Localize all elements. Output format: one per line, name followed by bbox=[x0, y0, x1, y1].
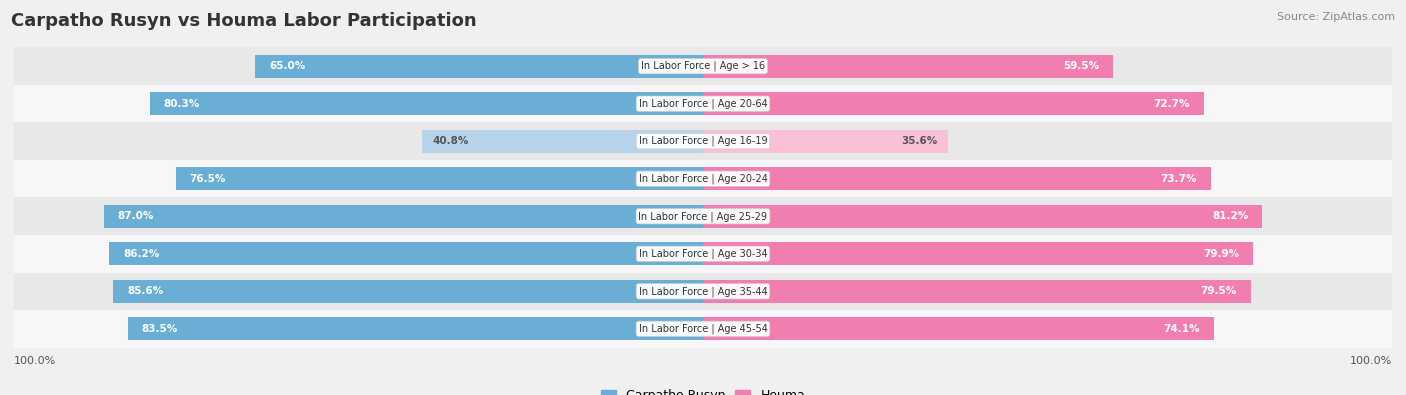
Text: 81.2%: 81.2% bbox=[1212, 211, 1249, 221]
Text: 40.8%: 40.8% bbox=[432, 136, 468, 146]
Text: In Labor Force | Age > 16: In Labor Force | Age > 16 bbox=[641, 61, 765, 71]
Text: 76.5%: 76.5% bbox=[190, 174, 226, 184]
Bar bbox=[254, 55, 703, 78]
Bar bbox=[104, 205, 703, 228]
Text: 80.3%: 80.3% bbox=[163, 99, 200, 109]
Text: 79.9%: 79.9% bbox=[1204, 249, 1240, 259]
Bar bbox=[14, 85, 1392, 122]
Bar bbox=[703, 130, 948, 153]
Bar bbox=[422, 130, 703, 153]
Bar bbox=[703, 280, 1251, 303]
Bar bbox=[703, 92, 1204, 115]
Text: 59.5%: 59.5% bbox=[1063, 61, 1099, 71]
Text: 87.0%: 87.0% bbox=[117, 211, 153, 221]
Text: 83.5%: 83.5% bbox=[142, 324, 177, 334]
Bar bbox=[703, 55, 1114, 78]
Text: In Labor Force | Age 45-54: In Labor Force | Age 45-54 bbox=[638, 324, 768, 334]
Bar bbox=[703, 242, 1254, 265]
Text: 72.7%: 72.7% bbox=[1153, 99, 1189, 109]
Text: Source: ZipAtlas.com: Source: ZipAtlas.com bbox=[1277, 12, 1395, 22]
Bar bbox=[110, 242, 703, 265]
Bar bbox=[14, 310, 1392, 348]
Text: In Labor Force | Age 20-64: In Labor Force | Age 20-64 bbox=[638, 98, 768, 109]
Text: 100.0%: 100.0% bbox=[14, 356, 56, 366]
Text: In Labor Force | Age 20-24: In Labor Force | Age 20-24 bbox=[638, 173, 768, 184]
Text: 86.2%: 86.2% bbox=[122, 249, 159, 259]
Bar bbox=[703, 205, 1263, 228]
Text: In Labor Force | Age 25-29: In Labor Force | Age 25-29 bbox=[638, 211, 768, 222]
Text: 35.6%: 35.6% bbox=[901, 136, 938, 146]
Bar bbox=[176, 167, 703, 190]
Bar bbox=[14, 122, 1392, 160]
Bar bbox=[14, 235, 1392, 273]
Bar bbox=[14, 198, 1392, 235]
Text: 100.0%: 100.0% bbox=[1350, 356, 1392, 366]
Text: 74.1%: 74.1% bbox=[1163, 324, 1199, 334]
Bar bbox=[703, 317, 1213, 340]
Text: In Labor Force | Age 16-19: In Labor Force | Age 16-19 bbox=[638, 136, 768, 147]
Bar bbox=[14, 273, 1392, 310]
Bar bbox=[14, 47, 1392, 85]
Bar bbox=[14, 160, 1392, 198]
Bar bbox=[128, 317, 703, 340]
Bar bbox=[703, 167, 1211, 190]
Text: 85.6%: 85.6% bbox=[127, 286, 163, 296]
Text: 65.0%: 65.0% bbox=[269, 61, 305, 71]
Text: 73.7%: 73.7% bbox=[1160, 174, 1197, 184]
Bar bbox=[114, 280, 703, 303]
Text: Carpatho Rusyn vs Houma Labor Participation: Carpatho Rusyn vs Houma Labor Participat… bbox=[11, 12, 477, 30]
Text: In Labor Force | Age 35-44: In Labor Force | Age 35-44 bbox=[638, 286, 768, 297]
Text: In Labor Force | Age 30-34: In Labor Force | Age 30-34 bbox=[638, 248, 768, 259]
Bar bbox=[150, 92, 703, 115]
Legend: Carpatho Rusyn, Houma: Carpatho Rusyn, Houma bbox=[596, 384, 810, 395]
Text: 79.5%: 79.5% bbox=[1201, 286, 1237, 296]
